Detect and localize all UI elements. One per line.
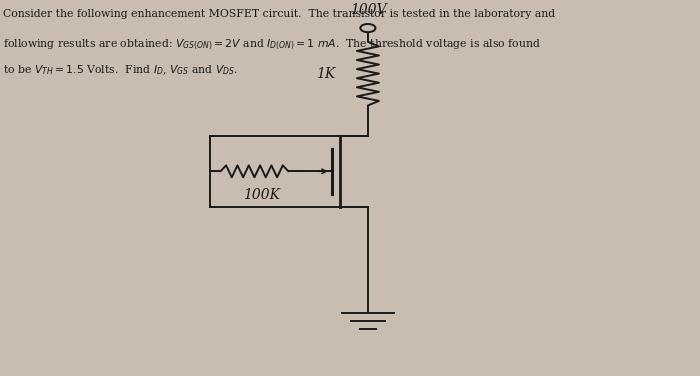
Text: 1K: 1K <box>316 67 335 80</box>
Text: Consider the following enhancement MOSFET circuit.  The transistor is tested in : Consider the following enhancement MOSFE… <box>4 9 556 20</box>
Text: 100K: 100K <box>243 188 280 202</box>
Text: following results are obtained: $V_{GS(ON)}=2V$ and $I_{D(ON)}=1\ mA$.  The thre: following results are obtained: $V_{GS(O… <box>4 37 541 52</box>
Text: 100V: 100V <box>349 3 386 17</box>
Text: to be $V_{TH}=1.5$ Volts.  Find $I_D$, $V_{GS}$ and $V_{DS}$.: to be $V_{TH}=1.5$ Volts. Find $I_D$, $V… <box>4 64 239 77</box>
